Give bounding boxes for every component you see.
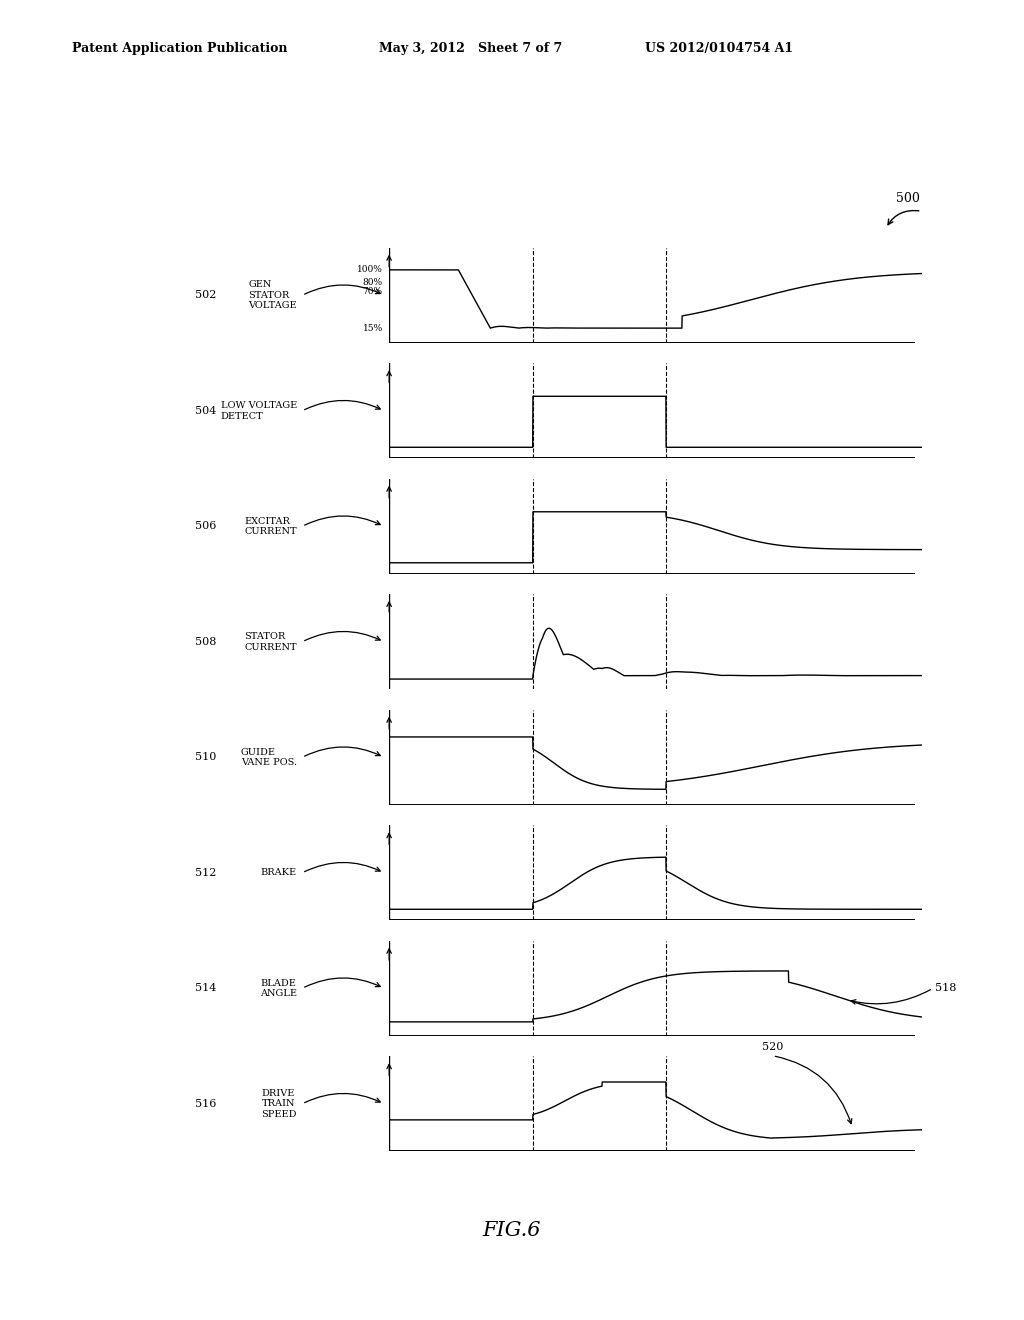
Text: 100%: 100% xyxy=(356,265,383,275)
Text: 516: 516 xyxy=(195,1098,216,1109)
Text: Patent Application Publication: Patent Application Publication xyxy=(72,42,287,55)
Text: 506: 506 xyxy=(195,521,216,532)
Text: FIG.6: FIG.6 xyxy=(482,1221,542,1239)
Text: DRIVE
TRAIN
SPEED: DRIVE TRAIN SPEED xyxy=(261,1089,297,1119)
Text: May 3, 2012   Sheet 7 of 7: May 3, 2012 Sheet 7 of 7 xyxy=(379,42,562,55)
Text: 514: 514 xyxy=(195,983,216,994)
Text: 500: 500 xyxy=(896,191,920,205)
Text: STATOR
CURRENT: STATOR CURRENT xyxy=(245,632,297,652)
Text: 15%: 15% xyxy=(362,323,383,333)
Text: 512: 512 xyxy=(195,867,216,878)
Text: 70%: 70% xyxy=(362,288,383,296)
Text: LOW VOLTAGE
DETECT: LOW VOLTAGE DETECT xyxy=(221,401,297,421)
Text: BLADE
ANGLE: BLADE ANGLE xyxy=(260,978,297,998)
Text: 518: 518 xyxy=(935,983,956,994)
Text: US 2012/0104754 A1: US 2012/0104754 A1 xyxy=(645,42,794,55)
Text: GUIDE
VANE POS.: GUIDE VANE POS. xyxy=(241,747,297,767)
Text: 80%: 80% xyxy=(362,277,383,286)
Text: 502: 502 xyxy=(195,290,216,301)
Text: 504: 504 xyxy=(195,405,216,416)
Text: GEN
STATOR
VOLTAGE: GEN STATOR VOLTAGE xyxy=(249,280,297,310)
Text: 510: 510 xyxy=(195,752,216,763)
Text: 520: 520 xyxy=(762,1041,783,1052)
Text: BRAKE: BRAKE xyxy=(261,869,297,878)
Text: EXCITAR
CURRENT: EXCITAR CURRENT xyxy=(245,516,297,536)
Text: 508: 508 xyxy=(195,636,216,647)
